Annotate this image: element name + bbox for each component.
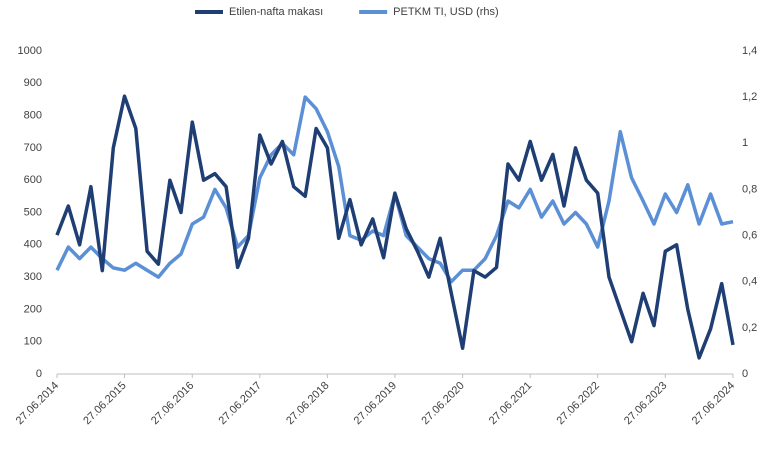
y-tick-label: 900 xyxy=(24,77,42,89)
x-tick-label: 27.06.2018 xyxy=(284,380,331,427)
x-tick-label: 27.06.2022 xyxy=(554,380,601,427)
legend-label: Etilen-nafta makası xyxy=(229,6,323,18)
y-tick-label: 400 xyxy=(24,239,42,251)
y-tick-label: 300 xyxy=(24,271,42,283)
y2-tick-label: 0 xyxy=(742,368,748,380)
y2-tick-label: 1 xyxy=(742,137,748,149)
x-tick-label: 27.06.2017 xyxy=(217,380,264,427)
y-tick-label: 700 xyxy=(24,142,42,154)
x-tick-label: 27.06.2021 xyxy=(487,380,534,427)
y-tick-label: 0 xyxy=(36,368,42,380)
y-tick-label: 100 xyxy=(24,336,42,348)
x-tick-label: 27.06.2016 xyxy=(149,380,196,427)
y2-tick-label: 0,4 xyxy=(742,276,757,288)
x-tick-label: 27.06.2020 xyxy=(419,380,466,427)
y2-tick-label: 0,6 xyxy=(742,229,757,241)
x-tick-label: 27.06.2023 xyxy=(622,380,669,427)
x-tick-label: 27.06.2015 xyxy=(81,380,128,427)
y-tick-label: 600 xyxy=(24,174,42,186)
y2-tick-label: 0,2 xyxy=(742,322,757,334)
x-tick-label: 27.06.2024 xyxy=(690,380,737,427)
y-tick-label: 800 xyxy=(24,110,42,122)
y-tick-label: 200 xyxy=(24,303,42,315)
x-tick-label: 27.06.2014 xyxy=(14,380,61,427)
y2-tick-label: 0,8 xyxy=(742,183,757,195)
y2-tick-label: 1,2 xyxy=(742,91,757,103)
y-tick-label: 1000 xyxy=(18,45,42,57)
x-tick-label: 27.06.2019 xyxy=(352,380,399,427)
y2-tick-label: 1,4 xyxy=(742,45,757,57)
y-tick-label: 500 xyxy=(24,206,42,218)
series-line xyxy=(55,94,735,360)
legend-label: PETKM TI, USD (rhs) xyxy=(393,6,499,18)
